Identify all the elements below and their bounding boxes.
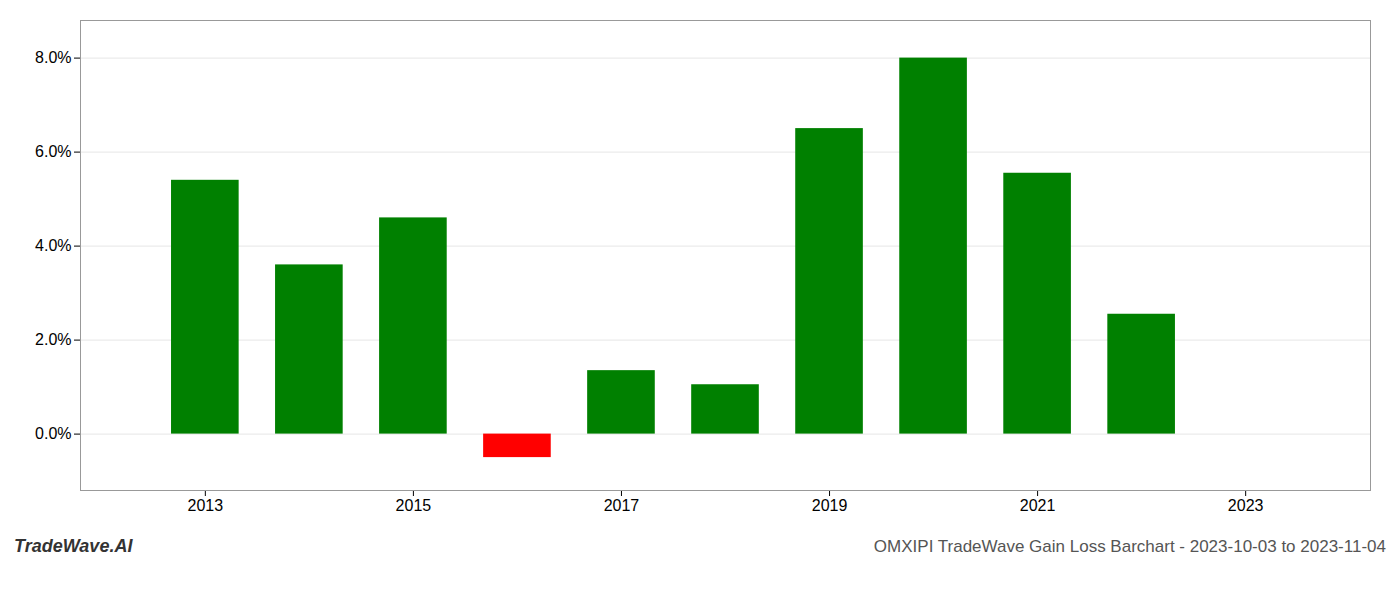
svg-text:2015: 2015 (396, 497, 432, 514)
svg-text:2019: 2019 (812, 497, 848, 514)
svg-text:2013: 2013 (188, 497, 224, 514)
svg-text:2021: 2021 (1020, 497, 1056, 514)
svg-text:2017: 2017 (604, 497, 640, 514)
svg-text:8.0%: 8.0% (35, 49, 71, 66)
svg-text:2023: 2023 (1228, 497, 1264, 514)
html-text:OMXIPI TradeWave Gain Loss Bar: OMXIPI TradeWave Gain Loss Barchart - 20… (873, 537, 1386, 556)
html-text:TradeWave.AI: TradeWave.AI (14, 536, 133, 556)
svg-text:4.0%: 4.0% (35, 237, 71, 254)
svg-text:2.0%: 2.0% (35, 331, 71, 348)
svg-text:0.0%: 0.0% (35, 425, 71, 442)
svg-text:6.0%: 6.0% (35, 143, 71, 160)
